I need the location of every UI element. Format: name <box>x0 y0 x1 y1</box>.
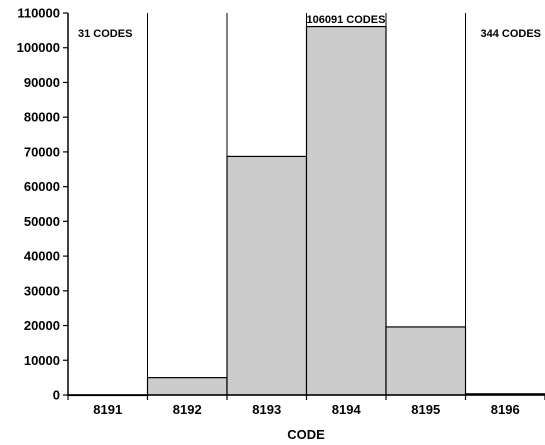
x-tick-label: 8195 <box>411 402 440 417</box>
bar-8192 <box>146 377 228 396</box>
x-tick-label: 8194 <box>332 402 362 417</box>
y-tick-label: 30000 <box>24 283 60 298</box>
x-axis-title: CODE <box>287 427 325 442</box>
x-tick-label: 8196 <box>491 402 520 417</box>
bar-8193 <box>226 155 308 396</box>
y-tick-label: 10000 <box>24 353 60 368</box>
bar-8194 <box>305 25 387 396</box>
y-tick-label: 80000 <box>24 110 60 125</box>
y-axis-ticks: 0 10000 20000 30000 40000 50000 60000 70000 8000… <box>17 6 68 403</box>
y-tick-label: 110000 <box>17 6 60 21</box>
y-tick-label: 90000 <box>24 75 60 90</box>
annotation-8191-count: 31 CODES <box>78 28 132 40</box>
y-tick-label: 60000 <box>24 179 60 194</box>
annotation-8194-count: 106091 CODES <box>307 14 386 26</box>
y-tick-label: 100000 <box>17 40 60 55</box>
category-dividers <box>147 13 466 395</box>
y-tick-label: 70000 <box>24 144 60 159</box>
x-axis-ticks: 8191 8192 8193 8194 8195 8196 <box>67 395 545 417</box>
x-tick-label: 8193 <box>252 402 281 417</box>
annotations: 31 CODES 106091 CODES 344 CODES <box>78 14 541 40</box>
bar-8195 <box>385 326 467 396</box>
y-tick-label: 40000 <box>24 249 60 264</box>
y-tick-label: 20000 <box>24 318 60 333</box>
y-tick-label: 0 <box>53 388 60 403</box>
y-tick-label: 50000 <box>24 214 60 229</box>
annotation-8196-count: 344 CODES <box>480 28 541 40</box>
x-tick-label: 8192 <box>173 402 202 417</box>
x-tick-label: 8191 <box>93 402 122 417</box>
